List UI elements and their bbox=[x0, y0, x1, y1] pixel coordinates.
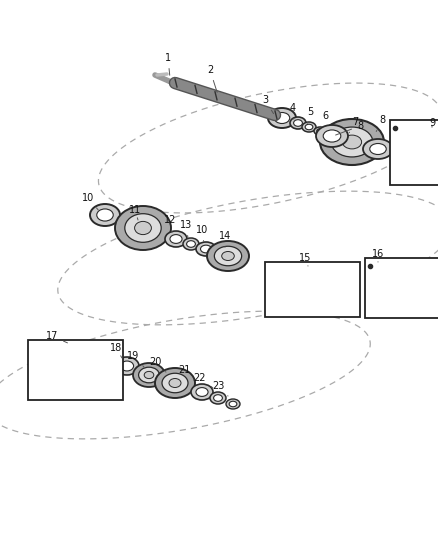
Ellipse shape bbox=[115, 206, 171, 250]
Ellipse shape bbox=[207, 241, 249, 271]
Text: 7: 7 bbox=[350, 117, 358, 133]
Ellipse shape bbox=[370, 143, 386, 155]
Ellipse shape bbox=[323, 130, 341, 142]
Text: 14: 14 bbox=[219, 231, 231, 247]
Ellipse shape bbox=[298, 275, 334, 303]
Text: 15: 15 bbox=[299, 253, 311, 266]
Ellipse shape bbox=[293, 120, 302, 126]
Ellipse shape bbox=[100, 361, 124, 379]
Ellipse shape bbox=[269, 275, 305, 303]
Ellipse shape bbox=[144, 372, 154, 378]
Text: 2: 2 bbox=[207, 65, 217, 92]
Ellipse shape bbox=[408, 145, 422, 159]
Ellipse shape bbox=[45, 362, 65, 378]
Ellipse shape bbox=[66, 356, 102, 384]
Text: 23: 23 bbox=[212, 381, 228, 396]
Ellipse shape bbox=[402, 139, 428, 165]
Ellipse shape bbox=[331, 127, 373, 157]
Text: 4: 4 bbox=[290, 103, 296, 119]
Text: 13: 13 bbox=[180, 220, 192, 238]
Text: 21: 21 bbox=[178, 365, 194, 380]
Ellipse shape bbox=[183, 238, 199, 250]
Ellipse shape bbox=[133, 363, 165, 387]
Ellipse shape bbox=[320, 119, 384, 165]
Text: 10: 10 bbox=[82, 193, 98, 210]
Ellipse shape bbox=[222, 252, 234, 261]
Ellipse shape bbox=[125, 214, 161, 243]
Text: 9: 9 bbox=[429, 118, 435, 128]
Ellipse shape bbox=[277, 281, 297, 297]
Ellipse shape bbox=[316, 125, 348, 147]
Text: 11: 11 bbox=[129, 205, 141, 220]
Ellipse shape bbox=[138, 367, 159, 383]
Ellipse shape bbox=[196, 387, 208, 397]
Ellipse shape bbox=[317, 129, 323, 133]
Ellipse shape bbox=[170, 235, 182, 244]
Ellipse shape bbox=[314, 127, 326, 135]
Ellipse shape bbox=[210, 392, 226, 404]
Ellipse shape bbox=[274, 112, 290, 124]
Ellipse shape bbox=[395, 132, 435, 172]
Ellipse shape bbox=[363, 139, 393, 159]
Text: 12: 12 bbox=[164, 215, 176, 232]
Ellipse shape bbox=[162, 373, 188, 393]
Text: 5: 5 bbox=[307, 107, 313, 123]
Ellipse shape bbox=[306, 281, 326, 297]
Text: 16: 16 bbox=[372, 249, 384, 262]
Ellipse shape bbox=[343, 135, 362, 149]
Ellipse shape bbox=[337, 284, 350, 294]
Ellipse shape bbox=[383, 281, 397, 295]
Text: 18: 18 bbox=[110, 343, 122, 358]
Ellipse shape bbox=[74, 362, 94, 378]
Ellipse shape bbox=[106, 365, 119, 375]
Ellipse shape bbox=[191, 384, 213, 400]
Text: 6: 6 bbox=[320, 111, 328, 127]
Ellipse shape bbox=[120, 361, 134, 371]
Ellipse shape bbox=[332, 280, 356, 298]
Text: 17: 17 bbox=[46, 331, 67, 343]
Text: 1: 1 bbox=[165, 53, 171, 75]
Bar bbox=[28, 340, 123, 400]
Ellipse shape bbox=[290, 117, 306, 129]
Ellipse shape bbox=[97, 209, 113, 221]
Ellipse shape bbox=[115, 357, 139, 375]
Text: 19: 19 bbox=[127, 351, 144, 367]
Ellipse shape bbox=[305, 124, 313, 130]
Ellipse shape bbox=[379, 278, 401, 298]
Ellipse shape bbox=[90, 204, 120, 226]
Ellipse shape bbox=[165, 231, 187, 247]
Text: 22: 22 bbox=[194, 373, 213, 388]
Ellipse shape bbox=[226, 399, 240, 409]
Ellipse shape bbox=[404, 141, 426, 163]
Ellipse shape bbox=[134, 221, 152, 235]
Ellipse shape bbox=[201, 245, 212, 253]
Ellipse shape bbox=[229, 401, 237, 407]
Text: 8: 8 bbox=[376, 115, 385, 132]
Ellipse shape bbox=[196, 242, 216, 256]
Ellipse shape bbox=[268, 108, 296, 128]
Text: 10: 10 bbox=[196, 225, 208, 241]
Bar bbox=[265, 262, 360, 317]
Ellipse shape bbox=[214, 246, 242, 266]
Text: 20: 20 bbox=[149, 357, 166, 372]
Ellipse shape bbox=[302, 122, 316, 132]
Ellipse shape bbox=[37, 356, 73, 384]
Ellipse shape bbox=[169, 378, 181, 387]
Text: 3: 3 bbox=[262, 95, 273, 114]
Bar bbox=[390, 120, 438, 185]
Ellipse shape bbox=[214, 395, 223, 401]
Ellipse shape bbox=[155, 368, 195, 398]
Ellipse shape bbox=[187, 241, 195, 247]
Ellipse shape bbox=[370, 270, 410, 306]
Ellipse shape bbox=[377, 276, 403, 300]
Text: 8: 8 bbox=[336, 121, 363, 135]
Bar bbox=[365, 258, 438, 318]
